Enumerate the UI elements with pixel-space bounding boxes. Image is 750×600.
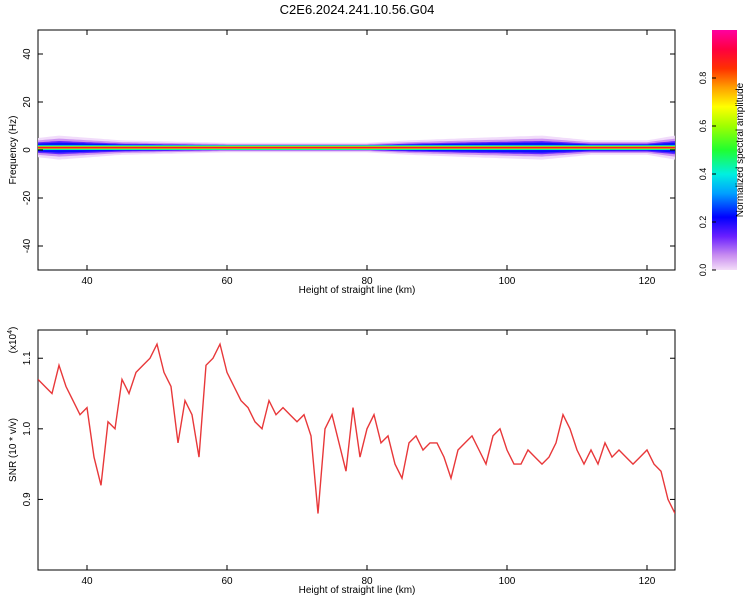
- snr-y-multiplier: (x104): [7, 327, 19, 354]
- spectrogram-x-ticks: 40 60 80 100 120: [81, 30, 656, 287]
- colorbar: 0.0 0.2 0.4 0.6 0.8 Normalized spectral ampl…: [698, 30, 746, 276]
- spectrogram-y-ticks: 40 20 0 -20 -40: [22, 48, 675, 253]
- band-red-core: [38, 146, 675, 149]
- snr-panel: 40 60 80 100 120 0.9 1.0 1.1 (x104) SNR (10 * …: [7, 327, 676, 596]
- spectrogram-y-label: Frequency (Hz): [8, 116, 19, 185]
- snr-x-label: Height of straight line (km): [299, 585, 416, 596]
- spectrogram-heatmap: [38, 135, 675, 160]
- colorbar-label: Normalized spectral amplitude: [735, 82, 746, 217]
- snr-series-line: [38, 342, 675, 514]
- snr-y-tick-label: 1.1: [22, 351, 33, 365]
- spectrogram-x-label: Height of straight line (km): [299, 285, 416, 296]
- spectrogram-y-tick-label: 0: [22, 147, 33, 153]
- snr-x-tick-label: 80: [361, 576, 373, 587]
- spectrogram-x-tick-label: 100: [499, 276, 516, 287]
- colorbar-tick-label: 0.6: [698, 120, 708, 133]
- snr-y-multiplier-close: ): [8, 327, 19, 330]
- colorbar-tick-label: 0.0: [698, 264, 708, 277]
- colorbar-tick-label: 0.2: [698, 216, 708, 229]
- colorbar-ticks: 0.0 0.2 0.4 0.6 0.8: [698, 72, 716, 277]
- snr-x-tick-label: 40: [81, 576, 93, 587]
- spectrogram-x-tick-label: 120: [639, 276, 656, 287]
- colorbar-tick-label: 0.4: [698, 168, 708, 181]
- snr-x-tick-label: 60: [221, 576, 233, 587]
- snr-x-ticks: 40 60 80 100 120: [81, 330, 656, 587]
- spectrogram-y-tick-label: -40: [22, 238, 33, 253]
- spectrogram-y-tick-label: 20: [22, 96, 33, 108]
- snr-y-tick-label: 0.9: [22, 492, 33, 506]
- spectrogram-x-tick-label: 80: [361, 276, 373, 287]
- snr-line-group: [38, 342, 675, 514]
- spectrogram-y-tick-label: -20: [22, 190, 33, 205]
- snr-y-ticks: 0.9 1.0 1.1: [22, 351, 675, 506]
- colorbar-gradient: [712, 30, 737, 270]
- spectrogram-y-tick-label: 40: [22, 48, 33, 60]
- colorbar-tick-label: 0.8: [698, 72, 708, 85]
- snr-x-tick-label: 120: [639, 576, 656, 587]
- snr-y-multiplier-base: (x10: [8, 333, 19, 353]
- snr-x-tick-label: 100: [499, 576, 516, 587]
- snr-y-multiplier-exp: 4: [7, 330, 14, 334]
- spectrogram-panel: 40 60 80 100 120 40 20 0 -20 -40 Height of strai…: [8, 29, 676, 296]
- spectrogram-x-tick-label: 40: [81, 276, 93, 287]
- spectrogram-x-tick-label: 60: [221, 276, 233, 287]
- snr-y-tick-label: 1.0: [22, 421, 33, 435]
- figure-title: C2E6.2024.241.10.56.G04: [280, 2, 435, 17]
- snr-y-label: SNR (10 * v/v): [8, 418, 19, 482]
- snr-frame: [37, 329, 676, 571]
